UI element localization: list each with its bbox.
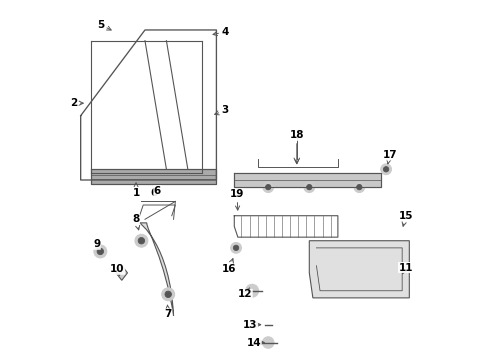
Circle shape <box>357 184 362 190</box>
Circle shape <box>304 182 315 193</box>
PathPatch shape <box>140 223 173 316</box>
Circle shape <box>245 284 259 297</box>
Circle shape <box>263 337 274 348</box>
Circle shape <box>138 238 145 244</box>
Text: 10: 10 <box>110 264 125 275</box>
Circle shape <box>263 182 273 193</box>
Polygon shape <box>309 241 409 298</box>
Circle shape <box>165 291 172 297</box>
Text: 5: 5 <box>97 19 111 30</box>
Circle shape <box>307 184 312 190</box>
Circle shape <box>233 245 239 251</box>
Text: 3: 3 <box>215 105 229 115</box>
Circle shape <box>231 243 242 253</box>
Circle shape <box>135 234 148 247</box>
Circle shape <box>94 245 107 258</box>
Circle shape <box>381 164 392 175</box>
Text: 19: 19 <box>230 189 245 210</box>
Text: 18: 18 <box>290 130 304 164</box>
Text: 12: 12 <box>238 288 252 299</box>
Text: 13: 13 <box>243 320 258 330</box>
Text: 2: 2 <box>70 98 83 108</box>
Text: 6: 6 <box>150 188 157 198</box>
Circle shape <box>97 248 103 255</box>
Text: 7: 7 <box>165 305 172 319</box>
Polygon shape <box>116 265 127 280</box>
Text: 11: 11 <box>398 262 413 274</box>
Text: 6: 6 <box>154 186 161 196</box>
Circle shape <box>266 184 271 190</box>
Polygon shape <box>92 169 217 184</box>
Text: 1: 1 <box>132 183 140 198</box>
Text: 16: 16 <box>221 258 236 274</box>
Text: 8: 8 <box>132 214 140 230</box>
Circle shape <box>354 182 365 193</box>
Circle shape <box>162 288 174 301</box>
Text: 15: 15 <box>398 211 413 226</box>
Circle shape <box>383 167 389 172</box>
Text: 17: 17 <box>382 150 397 164</box>
Text: 4: 4 <box>213 27 229 37</box>
Text: 14: 14 <box>246 338 261 347</box>
Text: 9: 9 <box>93 239 100 251</box>
